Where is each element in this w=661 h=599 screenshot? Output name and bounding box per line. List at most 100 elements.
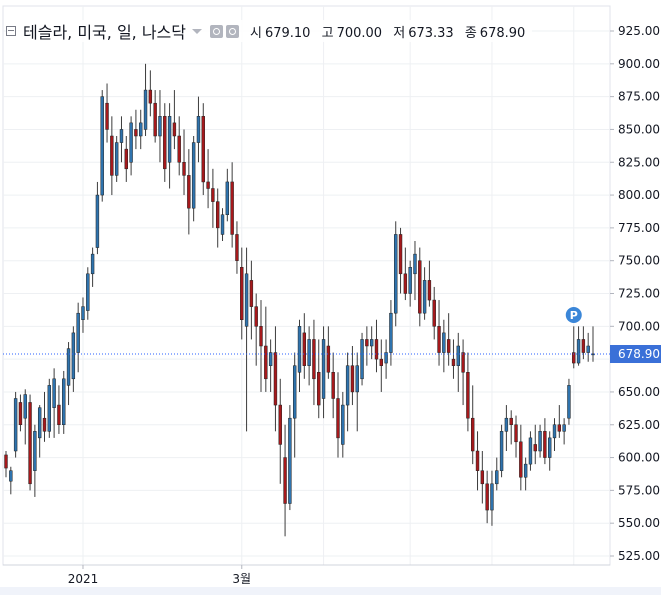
candle	[42, 391, 47, 442]
candle-body	[148, 89, 153, 104]
candle-body	[374, 339, 379, 360]
candle	[278, 378, 282, 484]
time-tick-label: 2021	[68, 572, 99, 586]
candle-body	[249, 280, 254, 307]
time-axis[interactable]: 2021 3월	[0, 564, 661, 595]
candle-body	[451, 358, 456, 366]
overlay-layer: P	[3, 307, 610, 355]
open-value: 679.10	[264, 25, 311, 41]
candle	[230, 162, 234, 248]
candle	[384, 339, 388, 379]
candle-body	[225, 181, 230, 215]
candle	[37, 405, 42, 458]
price-tick-label: 525.00	[618, 549, 660, 563]
collapse-icon[interactable]	[6, 26, 16, 36]
candle	[471, 385, 475, 465]
candle-body	[567, 385, 571, 419]
price-tick-label: 725.00	[618, 287, 660, 301]
candle-body	[172, 122, 177, 137]
price-tick-label: 700.00	[618, 319, 660, 333]
candle	[461, 339, 465, 406]
candle	[418, 247, 422, 327]
candle-body	[422, 280, 427, 314]
candle-body	[576, 339, 581, 364]
candle-body	[100, 96, 104, 196]
candle-body	[163, 116, 167, 170]
candle	[519, 424, 523, 491]
candle	[292, 352, 297, 458]
dropdown-caret-icon[interactable]	[192, 28, 202, 34]
candle	[355, 352, 359, 432]
candle-body	[66, 348, 71, 386]
candle	[95, 181, 100, 255]
candle	[90, 247, 95, 287]
candle	[172, 90, 177, 150]
candle-body	[543, 431, 547, 458]
candle-body	[341, 404, 345, 445]
candle	[562, 418, 566, 445]
candle-body	[28, 402, 32, 485]
candle	[572, 326, 576, 369]
price-axis[interactable]: 925.00 900.00 875.00 850.00 825.00 800.00 775.…	[610, 24, 661, 563]
candle-body	[326, 345, 331, 373]
candle-body	[254, 306, 258, 327]
candle-body	[466, 372, 470, 419]
candle-body	[240, 267, 244, 320]
candle-body	[485, 483, 489, 511]
gear-icon[interactable]	[226, 24, 239, 38]
price-tick-label: 800.00	[618, 188, 660, 202]
candle-body	[230, 181, 234, 235]
candle	[586, 332, 590, 362]
candle	[235, 221, 239, 274]
candle	[129, 116, 133, 176]
candle	[254, 293, 258, 366]
candle-body	[562, 424, 566, 432]
marker-icon	[565, 307, 582, 323]
candle	[249, 260, 254, 340]
candle-body	[369, 339, 374, 347]
price-tick-label: 875.00	[618, 90, 660, 104]
candle-body	[413, 253, 417, 275]
candle-body	[90, 253, 95, 275]
candle	[110, 116, 114, 196]
candle	[548, 431, 552, 471]
candle-body	[317, 372, 321, 406]
low-value: 673.33	[408, 25, 454, 41]
candle-body	[302, 332, 307, 366]
candle	[283, 424, 287, 537]
candle-body	[278, 404, 282, 445]
candle	[52, 368, 56, 438]
candle	[326, 326, 331, 379]
candle	[336, 372, 340, 458]
candle	[504, 405, 509, 451]
candle-body	[143, 89, 148, 130]
candle-body	[437, 326, 441, 353]
candle-body	[345, 365, 350, 406]
candle	[427, 260, 432, 307]
candle	[456, 332, 460, 392]
candle-body	[389, 312, 393, 353]
candle	[119, 116, 124, 163]
price-tick-label: 900.00	[618, 57, 660, 71]
candle-body	[52, 378, 56, 408]
candle-body	[23, 394, 27, 419]
candle	[182, 129, 186, 196]
candle-body	[62, 378, 66, 425]
candle	[379, 339, 383, 392]
candle	[321, 326, 326, 419]
candle-body	[244, 273, 249, 327]
candle	[177, 116, 181, 176]
current-price-label: 678.90	[618, 347, 660, 361]
candle-body	[379, 358, 383, 366]
candle	[62, 370, 66, 434]
settings-icon[interactable]	[210, 24, 223, 38]
candle	[114, 136, 119, 182]
price-tick-label: 550.00	[618, 516, 660, 530]
candle-body	[514, 424, 518, 443]
candle	[552, 418, 557, 451]
candle	[47, 378, 51, 438]
symbol-title[interactable]: 테슬라, 미국, 일, 나스닥	[23, 23, 186, 42]
candle-body	[37, 407, 42, 439]
